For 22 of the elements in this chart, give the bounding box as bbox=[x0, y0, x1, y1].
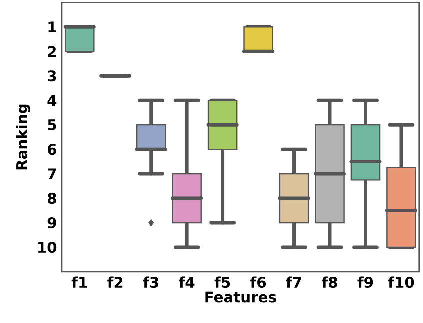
x-tick-label: f9 bbox=[358, 276, 374, 288]
x-tick-label: f5 bbox=[214, 276, 230, 288]
x-tick-label: f8 bbox=[322, 276, 338, 288]
y-tick-label: 6 bbox=[48, 144, 56, 156]
y-tick-label: 5 bbox=[48, 120, 56, 131]
y-tick-label: 9 bbox=[48, 217, 56, 229]
y-tick-label: 1 bbox=[48, 22, 56, 32]
x-tick-label: f1 bbox=[72, 276, 88, 288]
x-tick-label: f6 bbox=[250, 276, 266, 288]
y-tick-label: 4 bbox=[48, 95, 57, 106]
x-tick-label: f2 bbox=[108, 276, 123, 288]
y-tick-label: 10 bbox=[38, 242, 57, 254]
y-tick-label: 2 bbox=[48, 46, 56, 58]
y-tick-label: 3 bbox=[48, 70, 56, 82]
x-tick-label: f7 bbox=[286, 276, 302, 288]
x-axis-title: Features bbox=[206, 292, 276, 303]
x-tick-label: f3 bbox=[143, 276, 158, 288]
x-tick-label: f4 bbox=[179, 276, 195, 288]
x-tick-label: f10 bbox=[388, 276, 414, 288]
y-tick-label: 7 bbox=[48, 168, 56, 180]
y-axis-title: Ranking bbox=[16, 104, 30, 170]
y-tick-label: 8 bbox=[48, 193, 56, 204]
